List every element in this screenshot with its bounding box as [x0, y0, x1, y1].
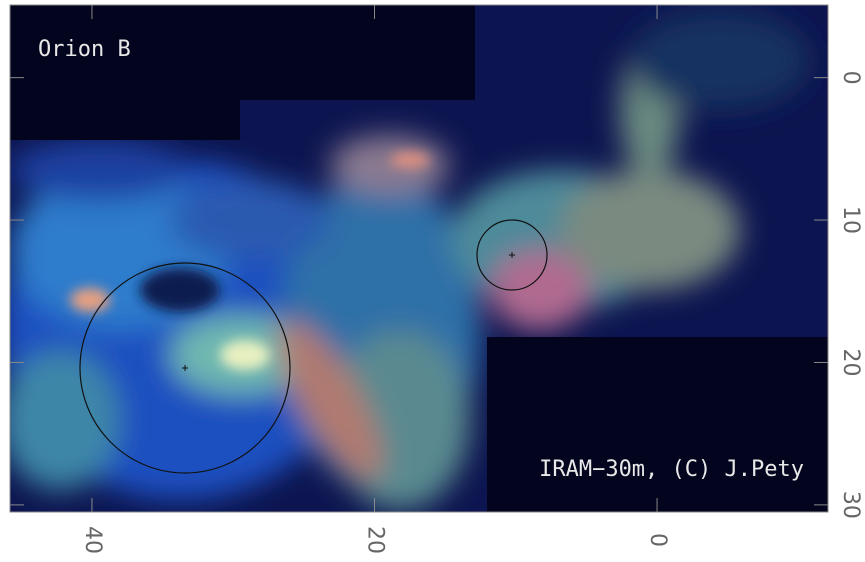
y-tick-label: 20 [838, 348, 863, 376]
x-tick-label: 0 [645, 533, 670, 547]
x-tick-label: 40 [80, 526, 105, 554]
figure: Orion B IRAM−30m, (C) J.Pety 40 20 0 0 10 20 3… [0, 0, 865, 562]
x-tick-label: 20 [362, 526, 387, 554]
image-title: Orion B [38, 37, 131, 62]
y-tick-label: 0 [838, 71, 863, 85]
nebula-image [0, 5, 828, 512]
y-tick-label: 30 [838, 491, 863, 519]
image-credit: IRAM−30m, (C) J.Pety [539, 457, 804, 482]
y-tick-label: 10 [838, 206, 863, 234]
